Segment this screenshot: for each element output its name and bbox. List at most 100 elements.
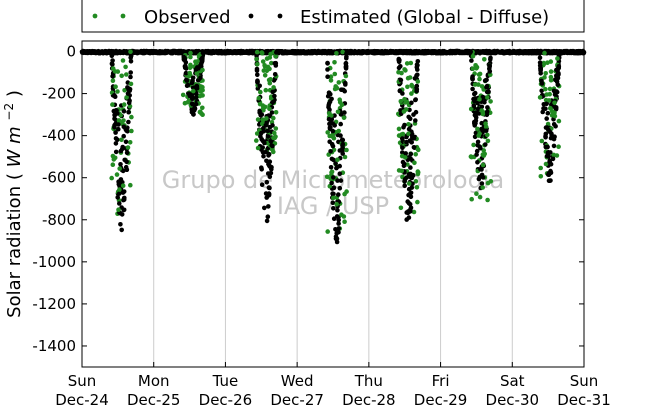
- observed-point: [194, 70, 200, 76]
- estimated-point: [408, 151, 414, 157]
- estimated-point: [128, 74, 133, 80]
- estimated-point: [342, 88, 348, 94]
- estimated-point: [340, 147, 346, 153]
- observed-point: [408, 60, 414, 66]
- observed-point: [543, 161, 549, 167]
- observed-point: [257, 101, 263, 107]
- observed-point: [187, 70, 192, 76]
- observed-point: [548, 77, 554, 83]
- observed-point: [547, 86, 553, 92]
- estimated-point: [546, 178, 552, 183]
- observed-point: [254, 62, 260, 67]
- estimated-point: [541, 106, 546, 111]
- observed-point: [324, 174, 330, 180]
- observed-point: [476, 72, 482, 77]
- observed-point: [263, 87, 269, 93]
- estimated-point: [122, 157, 127, 163]
- observed-point: [340, 49, 346, 55]
- estimated-point: [401, 161, 407, 167]
- estimated-point: [118, 222, 123, 227]
- y-tick-label: -200: [42, 85, 76, 103]
- observed-point: [267, 106, 272, 112]
- observed-point: [260, 117, 266, 122]
- estimated-point: [555, 82, 561, 87]
- estimated-point: [119, 227, 124, 233]
- observed-point: [548, 105, 553, 111]
- estimated-point: [554, 78, 560, 83]
- observed-point: [551, 152, 556, 158]
- estimated-point: [113, 141, 119, 146]
- x-tick-label-date: Dec-30: [486, 391, 540, 409]
- observed-point: [334, 85, 340, 91]
- observed-point: [261, 68, 267, 73]
- observed-point: [331, 195, 336, 201]
- estimated-point: [262, 140, 267, 146]
- estimated-point: [122, 195, 127, 201]
- estimated-point: [127, 98, 132, 104]
- observed-point: [539, 138, 545, 144]
- x-tick-label-date: Dec-28: [342, 391, 396, 409]
- estimated-point: [267, 159, 273, 164]
- y-tick-label: -1400: [32, 337, 76, 355]
- estimated-point: [113, 136, 119, 141]
- estimated-point: [551, 143, 557, 149]
- observed-point: [555, 56, 560, 61]
- estimated-point: [410, 174, 415, 179]
- estimated-point: [266, 191, 272, 196]
- observed-point: [488, 72, 493, 78]
- estimated-point: [471, 103, 477, 108]
- observed-point: [480, 152, 486, 157]
- observed-point: [182, 100, 188, 106]
- estimated-point: [482, 78, 488, 83]
- observed-point: [342, 154, 348, 160]
- estimated-point: [415, 62, 420, 68]
- observed-point: [472, 82, 478, 87]
- y-tick-label: -600: [42, 169, 76, 187]
- observed-point: [119, 137, 124, 143]
- estimated-point: [270, 123, 275, 128]
- estimated-point: [109, 53, 115, 59]
- observed-point: [469, 196, 475, 202]
- observed-point: [470, 66, 476, 71]
- estimated-point: [186, 91, 192, 97]
- estimated-point: [259, 167, 265, 172]
- observed-point: [470, 53, 476, 59]
- observed-point: [329, 113, 334, 118]
- x-tick-label-day: Sat: [500, 372, 525, 390]
- estimated-point: [556, 64, 562, 69]
- observed-point: [339, 212, 344, 217]
- estimated-point: [121, 207, 127, 213]
- y-tick-label: -400: [42, 127, 76, 145]
- observed-point: [544, 92, 549, 97]
- observed-point: [268, 96, 274, 101]
- observed-point: [481, 148, 487, 153]
- estimated-point: [539, 88, 544, 94]
- y-axis-label: Solar radiation: [4, 186, 25, 318]
- estimated-point: [337, 185, 343, 191]
- observed-point: [543, 86, 548, 92]
- estimated-point: [257, 83, 263, 89]
- observed-point: [413, 179, 419, 184]
- estimated-point: [325, 74, 330, 79]
- observed-point: [552, 113, 558, 119]
- estimated-point: [407, 116, 413, 121]
- y-tick-label: -1200: [32, 295, 76, 313]
- observed-point: [129, 128, 134, 134]
- observed-point: [267, 55, 273, 60]
- estimated-point: [538, 65, 543, 71]
- observed-point: [552, 100, 557, 106]
- estimated-point: [118, 162, 123, 167]
- y-tick-label: -800: [42, 211, 76, 229]
- estimated-point: [273, 63, 279, 68]
- legend-marker-estimated: [248, 13, 254, 19]
- estimated-point: [112, 125, 117, 130]
- data-points: [79, 48, 587, 245]
- observed-point: [336, 80, 342, 85]
- estimated-point: [475, 106, 481, 112]
- observed-point: [413, 152, 419, 157]
- observed-point: [127, 140, 133, 145]
- estimated-point: [408, 156, 413, 161]
- estimated-point: [261, 154, 266, 159]
- svg-text:Solar radiation (: Solar radiation ( W m −2 ): [0, 90, 25, 318]
